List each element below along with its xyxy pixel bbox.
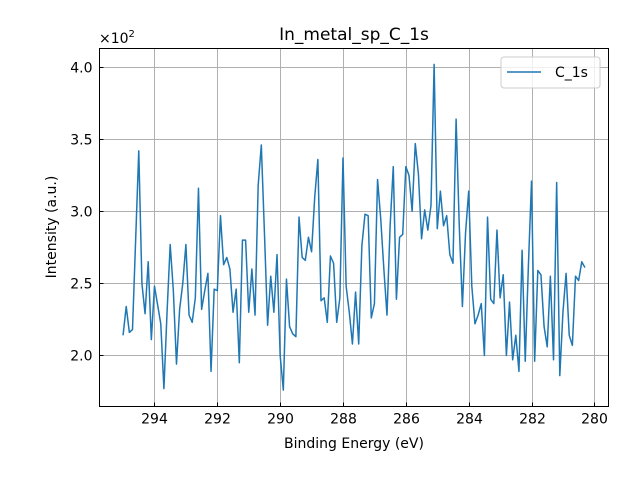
x-tick-label: 286 <box>393 412 420 428</box>
y-multiplier-exponent: 2 <box>129 29 135 40</box>
series-layer <box>122 63 586 391</box>
x-tick-label: 284 <box>456 412 483 428</box>
y-axis-ticks: 2.0 2.5 3.0 3.5 4.0 <box>70 61 104 365</box>
legend-box <box>500 56 601 89</box>
y-axis-label: Intensity (a.u.) <box>44 176 60 279</box>
chart-title: In_metal_sp_C_1s <box>279 25 429 45</box>
y-multiplier-base: ×10 <box>99 31 129 47</box>
x-tick-label: 290 <box>267 412 294 428</box>
x-axis-ticks: 294 292 290 288 286 284 282 280 <box>141 402 608 428</box>
x-tick-label: 280 <box>581 412 608 428</box>
x-axis-label: Binding Energy (eV) <box>284 436 424 452</box>
legend: C_1s <box>500 56 601 89</box>
series-line-c-1s <box>122 63 586 391</box>
legend-label-c-1s: C_1s <box>555 65 588 81</box>
x-tick-label: 282 <box>519 412 546 428</box>
y-tick-label: 2.0 <box>70 349 92 365</box>
x-tick-label: 292 <box>204 412 231 428</box>
y-tick-label: 2.5 <box>70 277 92 293</box>
y-multiplier: ×102 <box>99 29 135 47</box>
plot-frame <box>99 48 609 407</box>
y-tick-label: 3.0 <box>70 205 92 221</box>
x-tick-label: 288 <box>330 412 357 428</box>
y-tick-label: 3.5 <box>70 133 92 149</box>
x-tick-label: 294 <box>141 412 168 428</box>
y-tick-label: 4.0 <box>70 61 92 77</box>
